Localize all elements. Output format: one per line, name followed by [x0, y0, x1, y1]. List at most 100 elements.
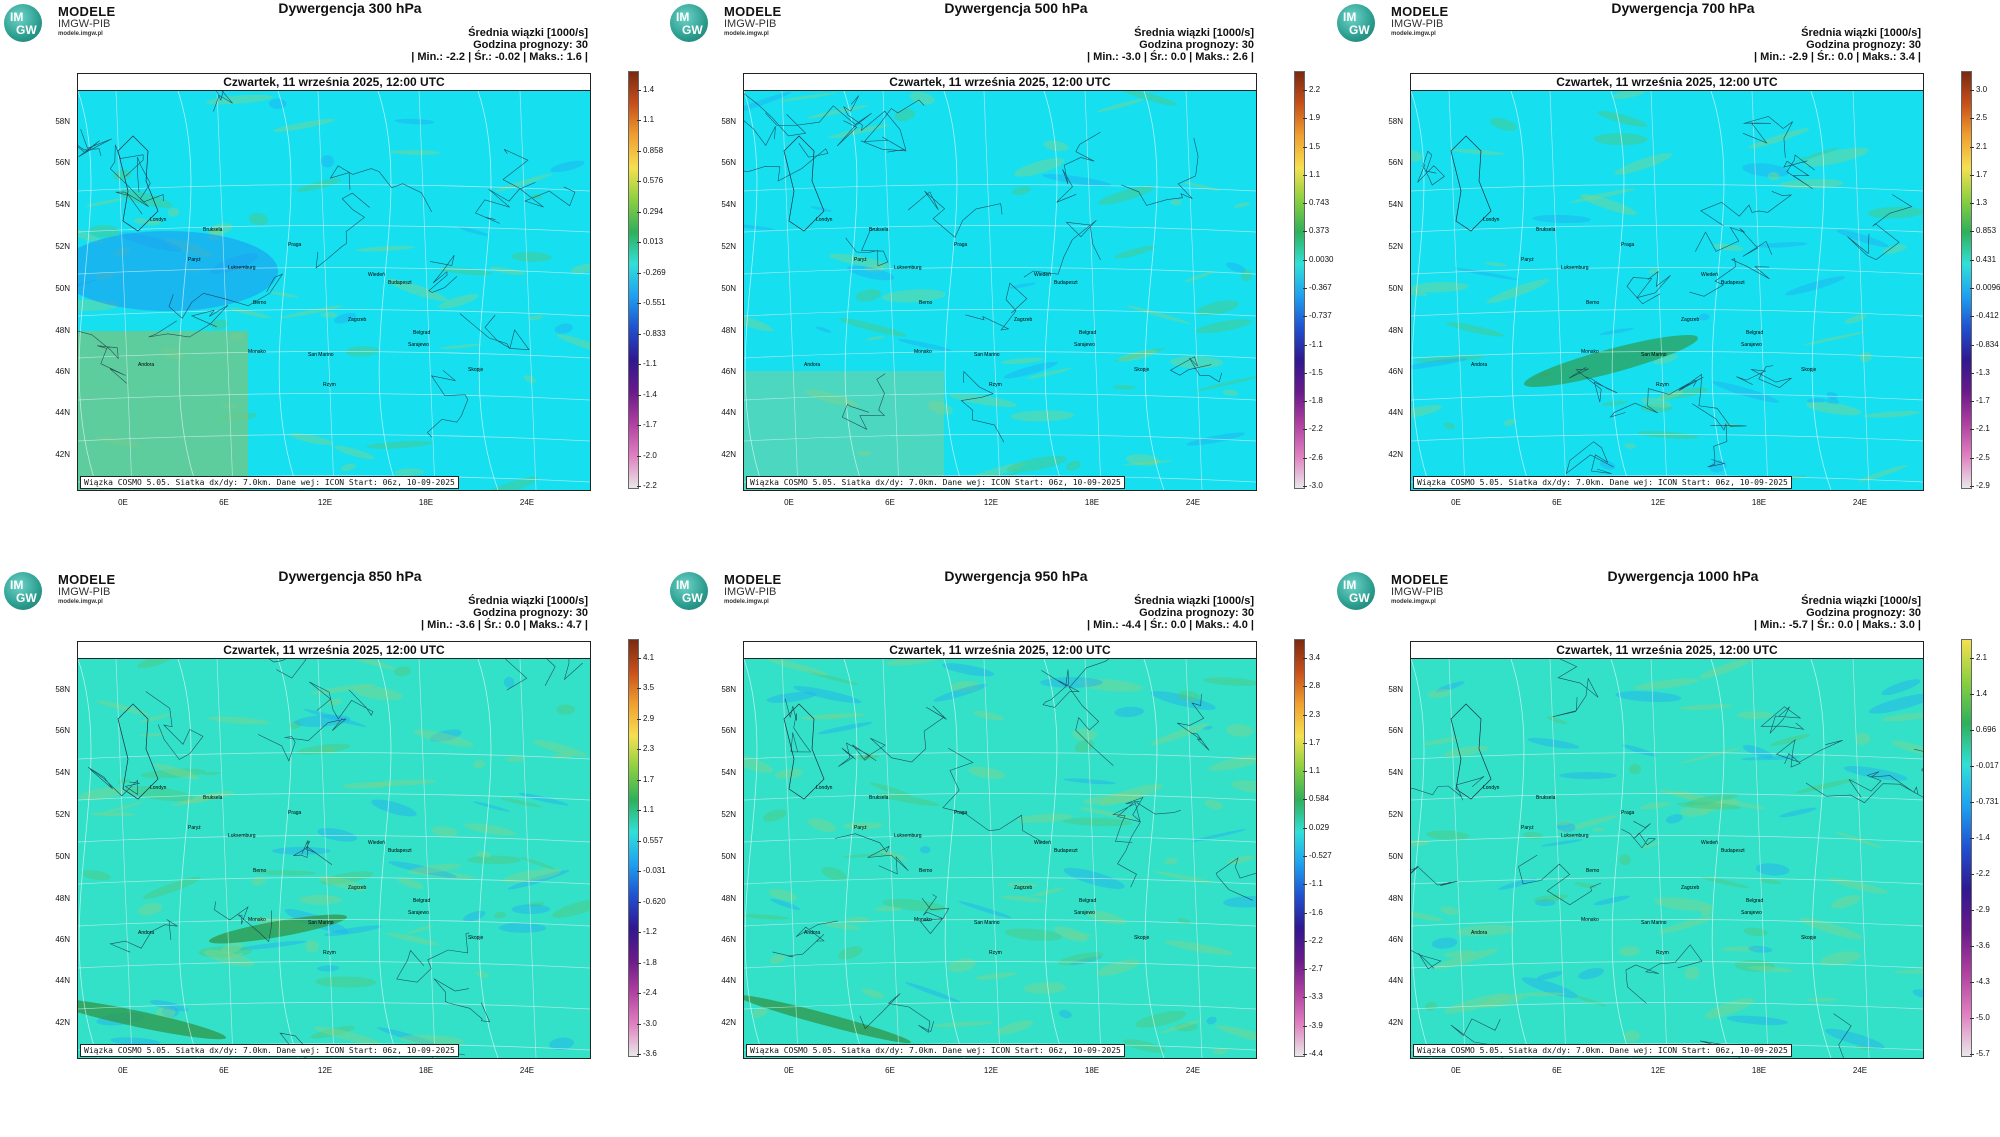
colorbar-tick: 0.696	[1969, 725, 1997, 734]
map-date-header: Czwartek, 11 września 2025, 12:00 UTC	[78, 642, 590, 659]
city-label: Praga	[954, 810, 968, 816]
imgw-logo: IM GW MODELE IMGW-PIB modele.imgw.pl	[4, 570, 124, 612]
colorbar-tick: 0.584	[1302, 794, 1330, 804]
colorbar-tick: -3.3	[1303, 992, 1323, 1002]
map-footer: Wiązka COSMO 5.05. Siatka dx/dy: 7.0km. …	[80, 1044, 459, 1057]
imgw-logo-icon: IM GW	[4, 4, 42, 42]
info-stats: | Min.: -3.6 | Śr.: 0.0 | Maks.: 4.7 |	[421, 619, 588, 631]
map-footer: Wiązka COSMO 5.05. Siatka dx/dy: 7.0km. …	[746, 476, 1125, 489]
city-label: Wiedeń	[368, 840, 385, 846]
latitude-label: 58N	[721, 685, 736, 694]
imgw-logo-icon: IM GW	[1337, 4, 1375, 42]
colorbar-tick: -0.834	[1970, 339, 1999, 349]
city-label: Monako	[1581, 917, 1599, 923]
city-label: Budapeszt	[1054, 848, 1078, 854]
colorbar-tick: 3.4	[1302, 653, 1321, 662]
city-label: Bruksela	[1536, 795, 1556, 801]
latitude-label: 58N	[55, 685, 70, 694]
longitude-label: 24E	[519, 498, 535, 507]
longitude-label: 24E	[1185, 498, 1201, 507]
panel-info: Średnia wiązki [1000/s] Godzina prognozy…	[421, 595, 588, 631]
latitude-label: 56N	[1388, 158, 1403, 167]
longitude-label: 6E	[1552, 498, 1562, 507]
longitude-label: 6E	[885, 498, 895, 507]
city-label: Andora	[138, 930, 154, 936]
info-ensemble-mean: Średnia wiązki [1000/s]	[1134, 27, 1254, 39]
colorbar-tick: 1.7	[1969, 169, 1988, 179]
colorbar-tick: 0.576	[636, 176, 664, 186]
longitude-label: 18E	[1084, 498, 1100, 507]
latitude-label: 52N	[1388, 242, 1403, 251]
colorbar-tick: -1.1	[637, 359, 657, 369]
city-label: Belgrad	[1746, 898, 1763, 904]
colorbar-tick: 2.1	[1969, 141, 1988, 151]
logo-badge-bottom: GW	[682, 591, 703, 605]
colorbar-tick: -1.4	[1970, 833, 1990, 842]
city-label: Londyn	[1483, 217, 1500, 223]
city-label: Londyn	[816, 217, 833, 223]
logo-url: modele.imgw.pl	[1391, 31, 1436, 37]
city-label: Andora	[804, 930, 820, 936]
map-date-header: Czwartek, 11 września 2025, 12:00 UTC	[78, 74, 590, 91]
info-ensemble-mean: Średnia wiązki [1000/s]	[468, 27, 588, 39]
map-frame: Czwartek, 11 września 2025, 12:00 UTC Lo…	[77, 641, 591, 1059]
colorbar-tick: -1.6	[1303, 907, 1323, 917]
city-label: Wiedeń	[1034, 272, 1051, 278]
city-label: Luksemburg	[228, 265, 256, 271]
info-stats: | Min.: -2.9 | Śr.: 0.0 | Maks.: 3.4 |	[1754, 51, 1921, 63]
colorbar-tick: 2.9	[636, 713, 655, 723]
city-label: Skopje	[1134, 935, 1150, 941]
divergence-map: Londyn Bruksela Paryż Luksemburg Praga Wiedeń…	[78, 91, 590, 490]
city-label: Skopje	[468, 367, 484, 373]
colorbar-tick: -2.2	[1970, 869, 1990, 878]
logo-url: modele.imgw.pl	[58, 31, 103, 37]
colorbar	[1294, 639, 1305, 1057]
latitude-label: 54N	[1388, 768, 1403, 777]
latitude-label: 54N	[721, 768, 736, 777]
colorbar-tick: -2.9	[1970, 481, 1990, 490]
latitude-label: 44N	[1388, 976, 1403, 985]
map-date-header: Czwartek, 11 września 2025, 12:00 UTC	[744, 74, 1256, 91]
latitude-label: 48N	[55, 894, 70, 903]
logo-subtitle: IMGW-PIB	[1391, 18, 1444, 30]
latitude-label: 52N	[721, 810, 736, 819]
longitude-label: 24E	[519, 1066, 535, 1075]
logo-badge-top: IM	[10, 10, 24, 24]
colorbar-tick: 3.0	[1969, 85, 1988, 94]
colorbar-tick: -1.4	[637, 389, 657, 399]
colorbar-tick: 0.431	[1969, 254, 1997, 264]
map-footer: Wiązka COSMO 5.05. Siatka dx/dy: 7.0km. …	[80, 476, 459, 489]
longitude-label: 0E	[118, 498, 128, 507]
longitude-label: 6E	[219, 498, 229, 507]
city-label: Belgrad	[1079, 330, 1096, 336]
city-label: Budapeszt	[1721, 848, 1745, 854]
colorbar-tick: -0.527	[1303, 851, 1332, 860]
city-label: Londyn	[150, 785, 167, 791]
longitude-label: 18E	[1084, 1066, 1100, 1075]
info-ensemble-mean: Średnia wiązki [1000/s]	[1801, 27, 1921, 39]
latitude-label: 46N	[55, 935, 70, 944]
city-label: Rzym	[1656, 382, 1669, 388]
info-forecast-hour: Godzina prognozy: 30	[1139, 39, 1254, 51]
colorbar-tick: -2.6	[1303, 452, 1323, 462]
colorbar-tick: -3.6	[637, 1049, 657, 1058]
logo-title: MODELE	[724, 4, 782, 19]
city-label: San Marino	[308, 352, 334, 358]
colorbar-tick: 1.3	[1969, 198, 1988, 208]
latitude-label: 42N	[721, 1018, 736, 1027]
colorbar-tick: 4.1	[636, 653, 655, 662]
panel-title: Dywergencja 500 hPa	[944, 0, 1088, 16]
longitude-label: 12E	[983, 1066, 999, 1075]
imgw-logo: IM GW MODELE IMGW-PIB modele.imgw.pl	[670, 2, 790, 44]
imgw-logo-icon: IM GW	[4, 572, 42, 610]
longitude-label: 6E	[885, 1066, 895, 1075]
city-label: Zagrzeb	[1014, 317, 1033, 323]
longitude-label: 24E	[1852, 498, 1868, 507]
city-label: Luksemburg	[894, 265, 922, 271]
latitude-label: 56N	[55, 158, 70, 167]
info-forecast-hour: Godzina prognozy: 30	[1139, 607, 1254, 619]
panel-title: Dywergencja 300 hPa	[278, 0, 422, 16]
colorbar-tick: 1.4	[1969, 689, 1988, 698]
logo-badge-top: IM	[1343, 10, 1357, 24]
logo-badge-bottom: GW	[16, 23, 37, 37]
